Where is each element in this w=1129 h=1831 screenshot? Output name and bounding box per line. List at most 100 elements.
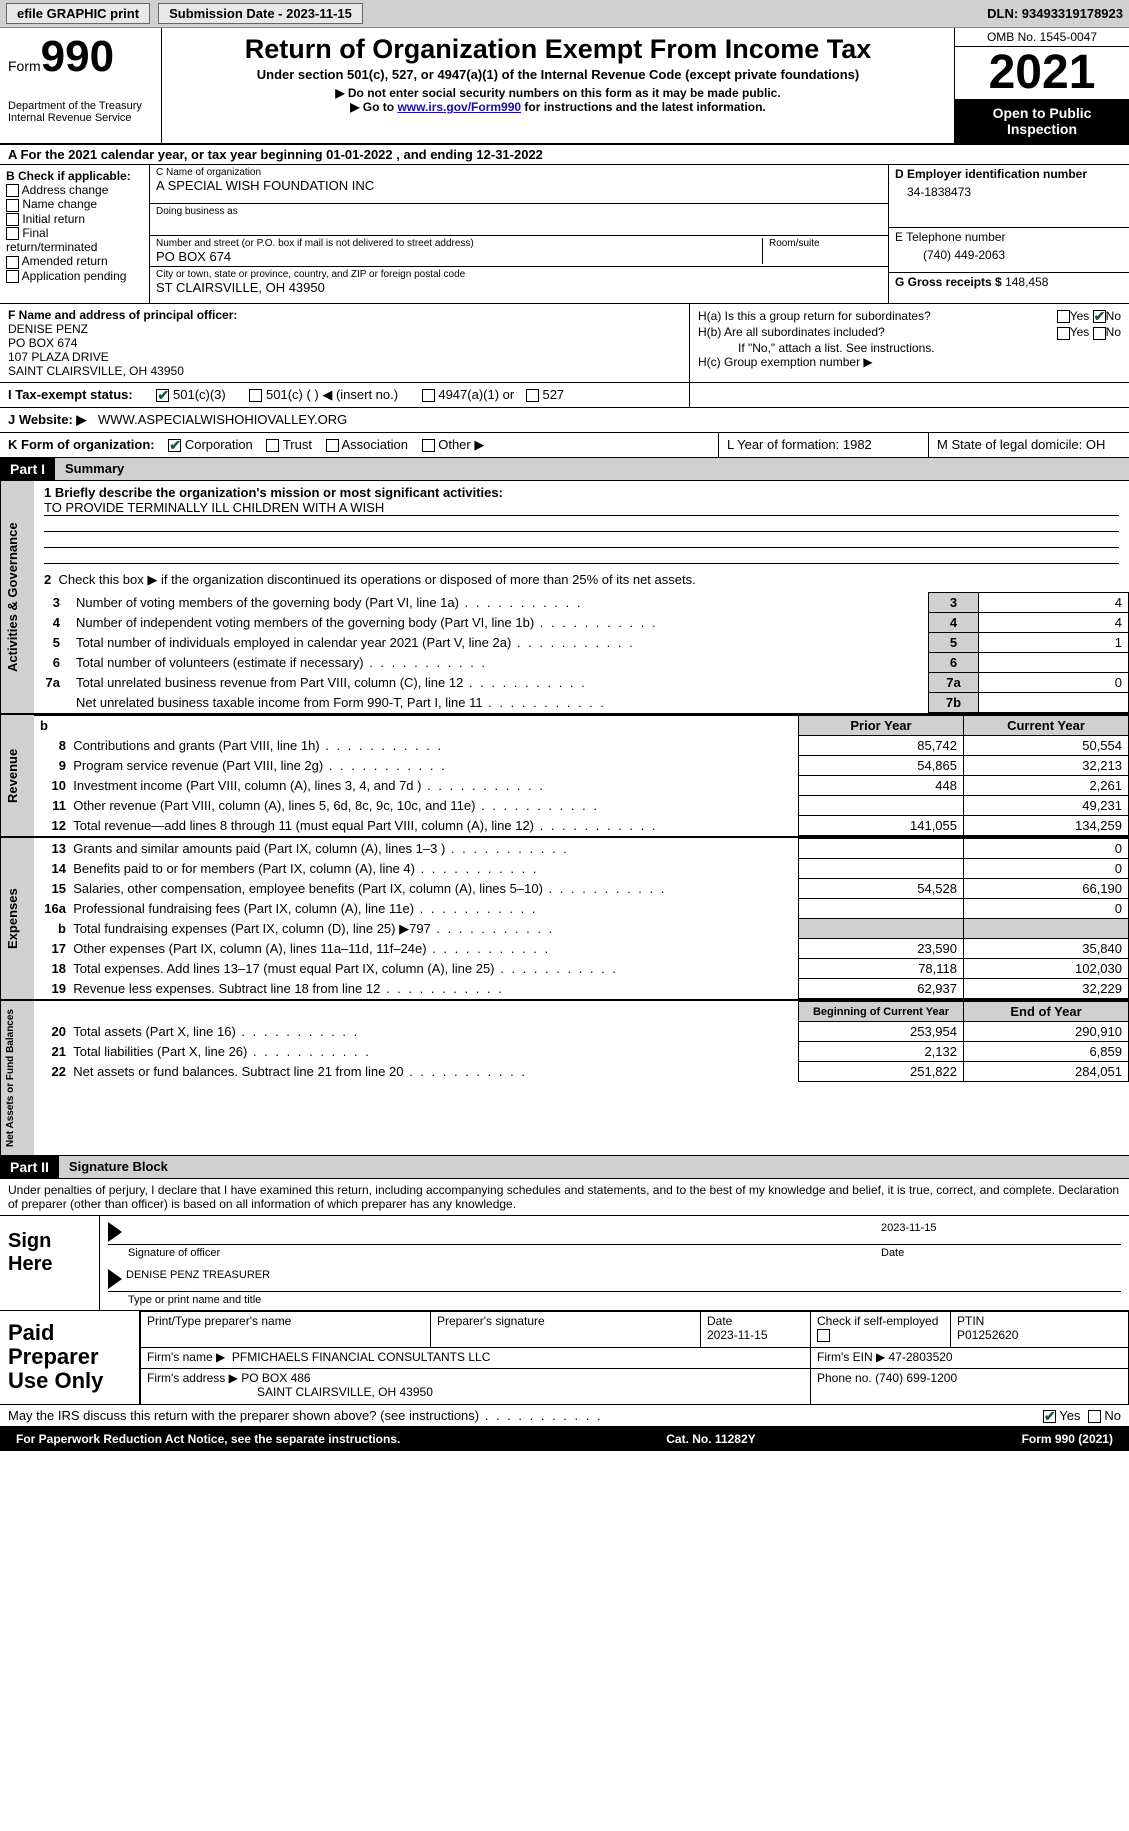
footer-right: Form 990 (2021) — [1022, 1432, 1113, 1446]
table-row: 3Number of voting members of the governi… — [34, 593, 1129, 613]
city-label: City or town, state or province, country… — [156, 269, 882, 280]
address-change-checkbox[interactable] — [6, 184, 19, 197]
other-checkbox[interactable] — [422, 439, 435, 452]
street-label: Number and street (or P.O. box if mail i… — [156, 238, 762, 249]
sign-here-label: Sign Here — [0, 1216, 100, 1310]
table-row: 19 Revenue less expenses. Subtract line … — [34, 979, 1129, 999]
final-return-checkbox[interactable] — [6, 227, 19, 240]
city-value: ST CLAIRSVILLE, OH 43950 — [156, 280, 882, 295]
end-year-header: End of Year — [964, 1002, 1129, 1022]
date-label: Date — [881, 1247, 1121, 1259]
assoc-checkbox[interactable] — [326, 439, 339, 452]
revenue-table: b Prior Year Current Year 8 Contribution… — [34, 715, 1129, 836]
org-name-label: C Name of organization — [156, 167, 882, 178]
hb-yes-checkbox[interactable] — [1057, 327, 1070, 340]
dept-text: Department of the Treasury Internal Reve… — [8, 100, 153, 124]
table-row: 21 Total liabilities (Part X, line 26)2,… — [34, 1042, 1129, 1062]
corp-checkbox[interactable] — [168, 439, 181, 452]
row-b-cell: b — [34, 716, 799, 736]
governance-table: 3Number of voting members of the governi… — [34, 592, 1129, 713]
sig-date: 2023-11-15 — [881, 1222, 1121, 1242]
discuss-no-checkbox[interactable] — [1088, 1410, 1101, 1423]
expenses-label: Expenses — [0, 838, 34, 999]
paid-preparer-row: Paid Preparer Use Only Print/Type prepar… — [0, 1311, 1129, 1405]
table-row: 14 Benefits paid to or for members (Part… — [34, 859, 1129, 879]
table-row: 5Total number of individuals employed in… — [34, 633, 1129, 653]
hb-note: If "No," attach a list. See instructions… — [698, 341, 1121, 355]
ha-yes-checkbox[interactable] — [1057, 310, 1070, 323]
table-row: 8 Contributions and grants (Part VIII, l… — [34, 736, 1129, 756]
phone-label: E Telephone number — [895, 230, 1123, 244]
form-990-label: Form990 — [8, 32, 153, 82]
row-i: I Tax-exempt status: 501(c)(3) 501(c) ( … — [0, 383, 1129, 408]
hb-label: H(b) Are all subordinates included? — [698, 325, 885, 339]
527-checkbox[interactable] — [526, 389, 539, 402]
declaration-text: Under penalties of perjury, I declare th… — [0, 1179, 1129, 1216]
open-public-badge: Open to Public Inspection — [955, 99, 1129, 143]
irs-link[interactable]: www.irs.gov/Form990 — [397, 100, 521, 114]
governance-label: Activities & Governance — [0, 481, 34, 713]
initial-return-checkbox[interactable] — [6, 213, 19, 226]
gross-label: G Gross receipts $ — [895, 275, 1002, 289]
preparer-table: Print/Type preparer's name Preparer's si… — [140, 1311, 1129, 1404]
table-row: 18 Total expenses. Add lines 13–17 (must… — [34, 959, 1129, 979]
amended-return-checkbox[interactable] — [6, 256, 19, 269]
discuss-yes-checkbox[interactable] — [1043, 1410, 1056, 1423]
part-1-title: Summary — [55, 458, 1129, 480]
header-bar: efile GRAPHIC print Submission Date - 20… — [0, 0, 1129, 28]
table-row: 13 Grants and similar amounts paid (Part… — [34, 839, 1129, 859]
line-1-value: TO PROVIDE TERMINALLY ILL CHILDREN WITH … — [44, 500, 1119, 516]
officer-label: F Name and address of principal officer: — [8, 308, 681, 322]
sig-arrow-icon — [108, 1222, 122, 1242]
self-employed-checkbox[interactable] — [817, 1329, 830, 1342]
efile-print-button[interactable]: efile GRAPHIC print — [6, 3, 150, 24]
sig-name-label: Type or print name and title — [128, 1294, 261, 1306]
table-row: 10 Investment income (Part VIII, column … — [34, 776, 1129, 796]
sign-here-row: Sign Here 2023-11-15 Signature of office… — [0, 1216, 1129, 1311]
part-1-header: Part I — [0, 458, 55, 480]
officer-line-3: SAINT CLAIRSVILLE, OH 43950 — [8, 364, 681, 378]
netassets-table: Beginning of Current Year End of Year 20… — [34, 1001, 1129, 1082]
table-row: 9 Program service revenue (Part VIII, li… — [34, 756, 1129, 776]
table-row: 6Total number of volunteers (estimate if… — [34, 653, 1129, 673]
phone-value: (740) 449-2063 — [895, 244, 1123, 262]
table-row: 17 Other expenses (Part IX, column (A), … — [34, 939, 1129, 959]
hb-no-checkbox[interactable] — [1093, 327, 1106, 340]
netassets-label: Net Assets or Fund Balances — [0, 1001, 34, 1155]
officer-line-1: PO BOX 674 — [8, 336, 681, 350]
current-year-header: Current Year — [964, 716, 1129, 736]
table-row: 11 Other revenue (Part VIII, column (A),… — [34, 796, 1129, 816]
name-change-checkbox[interactable] — [6, 199, 19, 212]
begin-year-header: Beginning of Current Year — [799, 1002, 964, 1022]
4947-checkbox[interactable] — [422, 389, 435, 402]
omb-number: OMB No. 1545-0047 — [955, 28, 1129, 47]
501c-checkbox[interactable] — [249, 389, 262, 402]
table-row: 16a Professional fundraising fees (Part … — [34, 899, 1129, 919]
table-row: 20 Total assets (Part X, line 16)253,954… — [34, 1022, 1129, 1042]
form-header: Form990 Department of the Treasury Inter… — [0, 28, 1129, 145]
discuss-row: May the IRS discuss this return with the… — [0, 1405, 1129, 1427]
form-title: Return of Organization Exempt From Incom… — [174, 34, 942, 65]
footer-bar: For Paperwork Reduction Act Notice, see … — [0, 1427, 1129, 1451]
line-1-label: 1 Briefly describe the organization's mi… — [44, 485, 503, 500]
revenue-label: Revenue — [0, 715, 34, 836]
application-pending-checkbox[interactable] — [6, 270, 19, 283]
table-row: 7aTotal unrelated business revenue from … — [34, 673, 1129, 693]
footer-left: For Paperwork Reduction Act Notice, see … — [16, 1432, 400, 1446]
instruction-1: Do not enter social security numbers on … — [174, 86, 942, 100]
ha-no-checkbox[interactable] — [1093, 310, 1106, 323]
trust-checkbox[interactable] — [266, 439, 279, 452]
line-2-text: Check this box ▶ if the organization dis… — [58, 572, 695, 587]
501c3-checkbox[interactable] — [156, 389, 169, 402]
ein-label: D Employer identification number — [895, 167, 1123, 181]
paid-preparer-label: Paid Preparer Use Only — [0, 1311, 140, 1404]
org-name: A SPECIAL WISH FOUNDATION INC — [156, 178, 882, 193]
sig-arrow-icon-2 — [108, 1269, 122, 1289]
submission-date-button[interactable]: Submission Date - 2023-11-15 — [158, 3, 363, 24]
table-row: 12 Total revenue—add lines 8 through 11 … — [34, 816, 1129, 836]
form-subtitle: Under section 501(c), 527, or 4947(a)(1)… — [174, 67, 942, 82]
room-label: Room/suite — [769, 238, 882, 249]
hc-label: H(c) Group exemption number ▶ — [698, 355, 1121, 369]
table-row: Net unrelated business taxable income fr… — [34, 693, 1129, 713]
col-b-checkboxes: B Check if applicable: Address change Na… — [0, 165, 150, 303]
